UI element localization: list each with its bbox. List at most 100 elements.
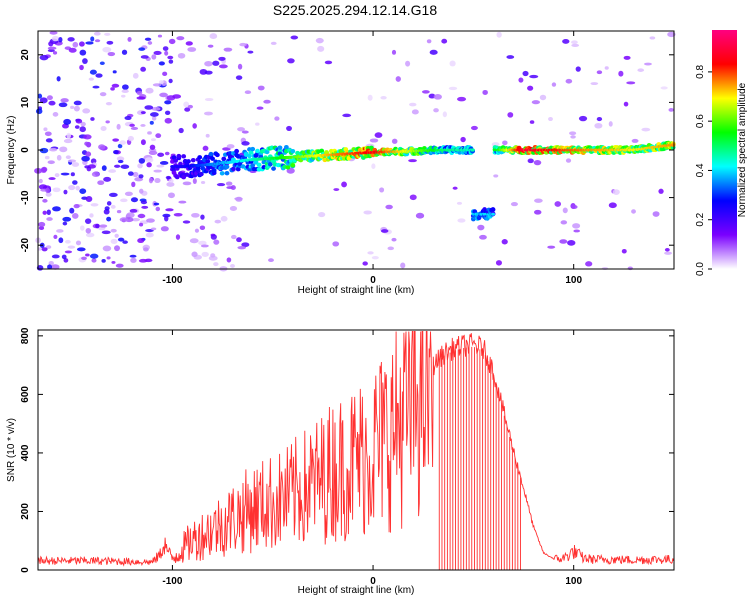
heatmap-cell xyxy=(231,234,237,240)
heatmap-cell xyxy=(68,184,76,191)
heatmap-cell xyxy=(572,223,581,229)
heatmap-cell xyxy=(85,151,92,157)
heatmap-cell xyxy=(231,166,236,172)
heatmap-cell xyxy=(147,131,152,135)
heatmap-cell xyxy=(45,138,53,143)
heatmap-cell xyxy=(52,187,61,193)
heatmap-cell xyxy=(627,266,633,271)
heatmap-cell xyxy=(140,55,149,59)
heatmap-cell xyxy=(113,150,119,155)
heatmap-cell xyxy=(89,213,94,218)
heatmap-cell xyxy=(100,125,107,132)
heatmap-cell xyxy=(210,234,217,240)
heatmap-cell xyxy=(201,251,209,257)
colorbar-tick-label: 0.2 xyxy=(695,212,706,226)
heatmap-cell xyxy=(90,117,95,121)
heatmap-cell xyxy=(129,123,135,127)
snr-y-tick-label: 600 xyxy=(20,386,31,403)
heatmap-cell xyxy=(176,153,182,159)
heatmap-cell xyxy=(52,51,58,55)
heatmap-cell xyxy=(456,201,463,205)
heatmap-cell xyxy=(46,209,51,216)
heatmap-cell xyxy=(247,153,252,159)
heatmap-cell xyxy=(165,175,171,180)
heatmap-cell xyxy=(626,81,636,85)
snr-frame xyxy=(37,329,675,571)
heatmap-cell xyxy=(162,71,168,77)
heatmap-cell xyxy=(99,92,107,97)
heatmap-cell xyxy=(47,264,53,270)
heatmap-cell xyxy=(67,37,75,42)
heatmap-cell xyxy=(527,158,534,164)
heatmap-cell xyxy=(138,47,146,51)
heatmap-cell xyxy=(210,253,216,258)
heatmap-cell xyxy=(470,148,475,152)
heatmap-y-tick-label: -20 xyxy=(20,238,31,253)
heatmap-cell xyxy=(61,254,67,260)
heatmap-cell xyxy=(367,251,374,255)
heatmap-cell xyxy=(570,204,578,209)
heatmap-cell xyxy=(39,54,49,61)
heatmap-cell xyxy=(144,37,152,41)
heatmap-cell xyxy=(81,256,87,260)
heatmap-cell xyxy=(230,264,235,268)
heatmap-cell xyxy=(122,240,128,244)
heatmap-cell xyxy=(168,78,173,84)
heatmap-cell xyxy=(218,56,226,61)
heatmap-cell xyxy=(92,85,100,89)
heatmap-cell xyxy=(531,100,540,105)
heatmap-cell xyxy=(213,262,219,267)
heatmap-cell xyxy=(69,207,75,214)
heatmap-cell xyxy=(594,122,603,129)
heatmap-cell xyxy=(200,214,205,220)
heatmap-cell xyxy=(256,106,264,110)
heatmap-cell xyxy=(164,50,169,56)
heatmap-cell xyxy=(214,152,220,158)
heatmap-cell xyxy=(120,198,128,203)
heatmap-cell xyxy=(362,261,368,266)
colorbar-gradient xyxy=(712,30,737,269)
heatmap-cell xyxy=(79,188,87,194)
heatmap-cell xyxy=(207,44,214,48)
heatmap-cell xyxy=(452,186,458,190)
heatmap-cell xyxy=(37,93,43,99)
heatmap-cell xyxy=(270,41,277,45)
heatmap-cell xyxy=(101,230,111,235)
heatmap-cell xyxy=(178,200,187,204)
heatmap-cell xyxy=(47,160,55,165)
heatmap-cell xyxy=(104,32,111,36)
heatmap-cell xyxy=(70,105,75,109)
heatmap-cell xyxy=(68,47,77,53)
heatmap-cell xyxy=(148,150,158,156)
heatmap-cell xyxy=(405,60,411,67)
heatmap-cell xyxy=(106,256,111,260)
heatmap-cell xyxy=(448,86,458,91)
heatmap-cell xyxy=(173,158,179,163)
heatmap-cell xyxy=(117,159,124,164)
heatmap-cell xyxy=(140,139,146,146)
heatmap-cell xyxy=(198,171,204,177)
heatmap-cell xyxy=(127,135,134,142)
heatmap-cell xyxy=(122,84,129,91)
heatmap-cell xyxy=(83,134,92,140)
heatmap-cell xyxy=(184,107,191,112)
heatmap-cell xyxy=(47,46,57,50)
heatmap-cell xyxy=(84,218,92,224)
heatmap-cell xyxy=(148,177,154,184)
heatmap-cell xyxy=(224,171,230,176)
heatmap-cell xyxy=(85,41,94,45)
heatmap-cell xyxy=(490,207,496,212)
heatmap-cell xyxy=(470,125,478,131)
heatmap-cell xyxy=(80,121,86,127)
colorbar-label: Normalized spectral amplitude xyxy=(737,82,748,217)
heatmap-cell xyxy=(208,151,214,157)
heatmap-cell xyxy=(218,64,228,69)
heatmap-cell xyxy=(121,94,126,98)
heatmap-x-ticks: -100 0 100 xyxy=(162,31,582,286)
heatmap-cell xyxy=(596,70,603,75)
heatmap-cell xyxy=(154,178,161,184)
heatmap-cell xyxy=(126,212,135,218)
heatmap-cell xyxy=(493,174,499,178)
heatmap-cell xyxy=(158,61,165,66)
heatmap-cell xyxy=(175,234,181,240)
